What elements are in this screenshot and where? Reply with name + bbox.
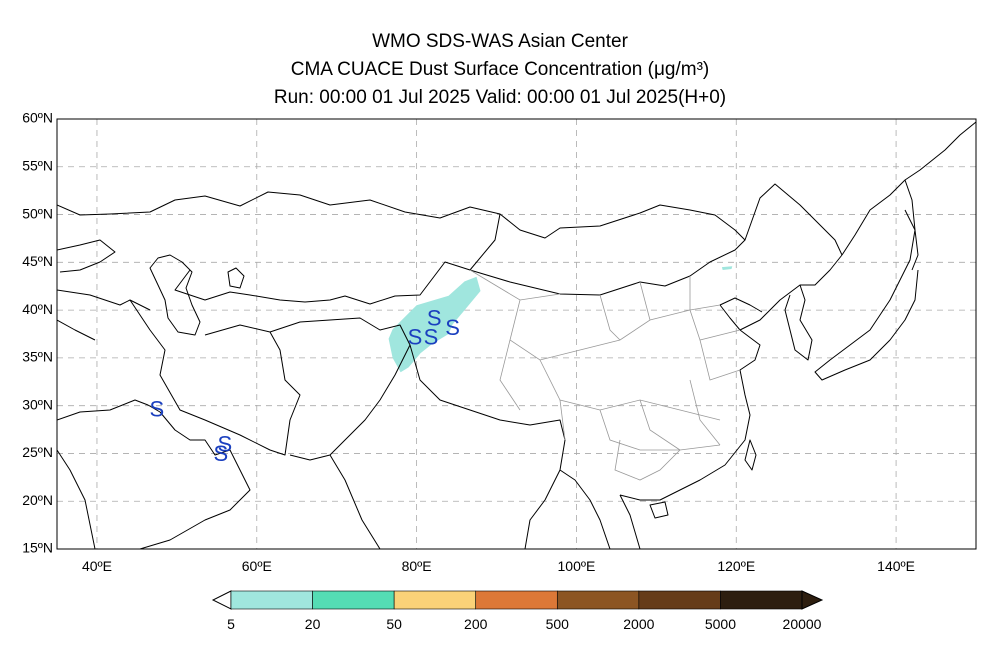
province-borders [469,269,741,481]
colorbar-segment [230,590,313,610]
lat-tick-label: 55ºN [22,157,53,173]
colorbar-segment [556,590,640,610]
colorbar-label: 50 [386,616,402,632]
lon-tick-label: 140ºE [877,558,915,574]
lon-tick-label: 100ºE [558,558,596,574]
colorbar-segment [720,590,803,610]
aral-sea [227,267,245,289]
latitude-tick-labels: 15ºN 20ºN 25ºN 30ºN 35ºN 40ºN 45ºN 50ºN 55ºN 60ºN [22,110,53,556]
lat-tick-label: 50ºN [22,205,53,221]
colorbar-label: 20 [305,616,321,632]
colorbar-segment [475,590,558,610]
dust-storm-symbol: S [150,396,165,421]
dust-storm-symbol: S [217,432,232,457]
colorbar-segment [638,590,721,610]
dust-storm-symbol: S [424,325,439,350]
colorbar-label: 500 [546,616,570,632]
lat-tick-label: 30ºN [22,396,53,412]
hainan-island [649,501,669,519]
taiwan-island [744,439,757,471]
lat-tick-label: 25ºN [22,444,53,460]
dust-storm-symbol: S [408,325,423,350]
lat-tick-label: 60ºN [22,110,53,126]
sakhalin-island [904,179,919,271]
lon-tick-label: 80ºE [402,558,432,574]
dust-region-small-patch [721,266,733,270]
map-title-line-2: CMA CUACE Dust Surface Concentration (μg… [290,59,710,80]
lat-tick-label: 40ºN [22,301,53,317]
lon-tick-label: 40ºE [82,558,112,574]
map-title-line-3: Run: 00:00 01 Jul 2025 Valid: 00:00 01 J… [273,87,727,108]
southeast-asia-coast [559,469,641,549]
map-frame [56,118,977,550]
dust-storm-symbol: S [445,315,460,340]
bohai-coast [719,297,763,331]
colorbar-label: 5 [227,616,235,632]
arabian-peninsula-coastline [57,399,251,549]
lon-tick-label: 120ºE [717,558,755,574]
colorbar-segment [393,590,477,610]
longitude-tick-labels: 40ºE 60ºE 80ºE 100ºE 120ºE 140ºE [82,558,915,574]
dust-storm-symbol: S [213,441,228,466]
korea-coastline [784,284,813,361]
colorbar-segment [312,590,395,610]
india-coastline [329,344,566,549]
russia-southern-border [57,183,843,256]
map-title-line-1: WMO SDS-WAS Asian Center [372,31,628,52]
black-sea-coastline [57,239,116,273]
colorbar-label: 20000 [783,616,822,632]
iran-border [129,299,301,456]
colorbar-lower-extension [211,590,232,610]
colorbar-label: 200 [464,616,488,632]
kazakhstan-border [174,261,471,305]
turkey-border [57,289,151,341]
lat-tick-label: 20ºN [22,492,53,508]
caspian-sea [149,254,201,336]
dust-shading [388,266,733,373]
colorbar: 5 20 50 200 500 2000 5000 20000 [211,590,824,632]
japan-coastline [814,209,919,381]
dust-storm-symbol: S [427,305,442,330]
colorbar-label: 5000 [705,616,736,632]
country-borders [57,121,976,549]
colorbar-label: 2000 [623,616,654,632]
colorbar-upper-extension [801,590,824,610]
red-sea-coastline [57,449,96,549]
lat-tick-label: 15ºN [22,540,53,556]
lon-tick-label: 60ºE [242,558,272,574]
afghanistan-pakistan-border [269,317,411,461]
dust-region-tarim [388,276,481,373]
mongolia-china-border [469,213,746,296]
lat-tick-label: 35ºN [22,349,53,365]
lat-tick-label: 45ºN [22,253,53,269]
